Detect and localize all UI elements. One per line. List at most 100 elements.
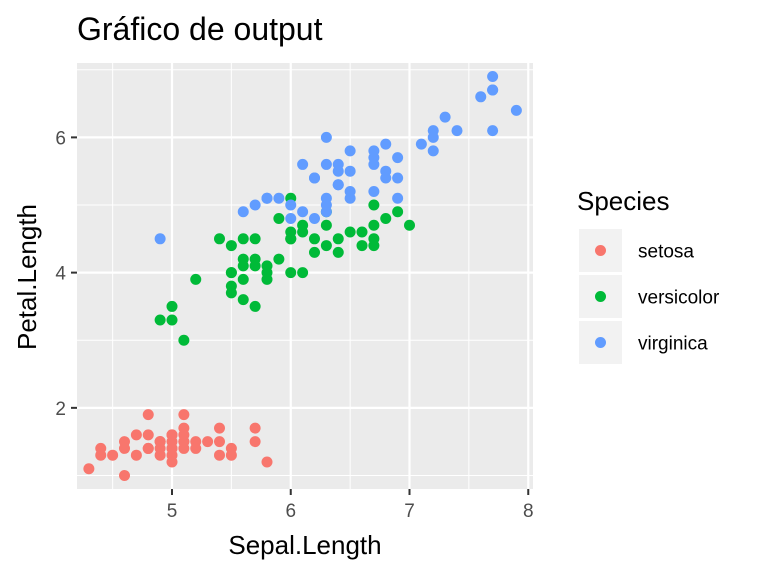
x-tick-label: 5 bbox=[167, 501, 178, 522]
y-tick-label: 2 bbox=[55, 399, 66, 420]
data-points bbox=[83, 71, 522, 481]
legend-marker bbox=[595, 245, 606, 256]
data-point-versicolor bbox=[249, 260, 261, 272]
data-point-setosa bbox=[249, 436, 261, 448]
data-point-versicolor bbox=[214, 233, 225, 245]
data-point-versicolor bbox=[285, 226, 297, 238]
data-point-virginica bbox=[368, 158, 380, 170]
x-tick-label: 8 bbox=[523, 501, 534, 522]
data-point-setosa bbox=[190, 442, 202, 454]
data-point-virginica bbox=[309, 172, 320, 184]
data-point-setosa bbox=[83, 463, 95, 475]
data-point-virginica bbox=[380, 138, 392, 150]
data-point-setosa bbox=[214, 449, 225, 461]
data-point-versicolor bbox=[332, 233, 344, 245]
data-point-setosa bbox=[214, 436, 225, 448]
data-point-virginica bbox=[154, 233, 166, 245]
data-point-versicolor bbox=[237, 233, 249, 245]
data-point-setosa bbox=[142, 429, 154, 441]
data-point-versicolor bbox=[309, 246, 320, 258]
data-point-setosa bbox=[249, 422, 261, 434]
data-point-virginica bbox=[427, 131, 439, 143]
data-point-virginica bbox=[297, 158, 309, 170]
data-point-virginica bbox=[487, 84, 499, 96]
x-axis-title: Sepal.Length bbox=[228, 530, 381, 560]
data-point-versicolor bbox=[237, 273, 249, 285]
data-point-setosa bbox=[119, 442, 130, 454]
data-point-versicolor bbox=[273, 253, 285, 265]
data-point-versicolor bbox=[356, 240, 368, 252]
x-axis-ticks: 5 6 7 8 bbox=[167, 489, 534, 522]
data-point-versicolor bbox=[380, 213, 392, 225]
data-point-virginica bbox=[380, 172, 392, 184]
data-point-virginica bbox=[320, 131, 332, 143]
data-point-versicolor bbox=[404, 219, 415, 231]
y-axis-ticks: 2 4 6 bbox=[55, 128, 77, 420]
data-point-versicolor bbox=[368, 199, 380, 211]
data-point-virginica bbox=[344, 185, 356, 197]
data-point-virginica bbox=[368, 185, 380, 197]
data-point-versicolor bbox=[297, 226, 309, 238]
data-point-versicolor bbox=[225, 287, 237, 299]
data-point-versicolor bbox=[237, 294, 249, 306]
data-point-versicolor bbox=[225, 267, 237, 279]
data-point-setosa bbox=[95, 442, 107, 454]
data-point-virginica bbox=[510, 104, 522, 116]
data-point-versicolor bbox=[225, 240, 237, 252]
data-point-versicolor bbox=[178, 334, 190, 346]
data-point-virginica bbox=[415, 138, 427, 150]
y-axis-title: Petal.Length bbox=[12, 204, 42, 350]
data-point-virginica bbox=[368, 145, 380, 157]
data-point-setosa bbox=[261, 456, 273, 468]
data-point-versicolor bbox=[297, 267, 309, 279]
data-point-versicolor bbox=[190, 273, 202, 285]
data-point-versicolor bbox=[154, 314, 166, 326]
data-point-virginica bbox=[332, 165, 344, 177]
legend-label-virginica: virginica bbox=[638, 334, 708, 355]
data-point-virginica bbox=[297, 206, 309, 218]
data-point-versicolor bbox=[237, 253, 249, 265]
data-point-setosa bbox=[202, 436, 214, 448]
data-point-versicolor bbox=[273, 213, 285, 225]
data-point-virginica bbox=[487, 125, 499, 137]
data-point-setosa bbox=[214, 422, 225, 434]
data-point-virginica bbox=[451, 125, 463, 137]
data-point-virginica bbox=[392, 152, 404, 164]
x-tick-label: 6 bbox=[285, 501, 296, 522]
data-point-virginica bbox=[392, 192, 404, 204]
data-point-virginica bbox=[237, 206, 249, 218]
data-point-virginica bbox=[392, 172, 404, 184]
data-point-virginica bbox=[344, 165, 356, 177]
data-point-virginica bbox=[439, 111, 451, 123]
legend-marker bbox=[595, 337, 606, 348]
legend-marker bbox=[595, 291, 606, 302]
data-point-versicolor bbox=[320, 219, 332, 231]
data-point-versicolor bbox=[285, 267, 297, 279]
data-point-versicolor bbox=[309, 233, 320, 245]
data-point-virginica bbox=[487, 71, 499, 83]
data-point-setosa bbox=[166, 442, 178, 454]
data-point-setosa bbox=[142, 442, 154, 454]
data-point-versicolor bbox=[166, 314, 178, 326]
data-point-setosa bbox=[107, 449, 119, 461]
data-point-setosa bbox=[178, 429, 190, 441]
y-tick-label: 4 bbox=[55, 264, 66, 285]
legend-title: Species bbox=[577, 186, 670, 216]
data-point-virginica bbox=[344, 145, 356, 157]
data-point-virginica bbox=[475, 91, 487, 103]
data-point-setosa bbox=[154, 449, 166, 461]
legend-label-versicolor: versicolor bbox=[638, 288, 720, 309]
data-point-versicolor bbox=[344, 226, 356, 238]
x-tick-label: 7 bbox=[404, 501, 415, 522]
data-point-virginica bbox=[249, 199, 261, 211]
data-point-setosa bbox=[130, 429, 142, 441]
data-point-setosa bbox=[154, 436, 166, 448]
data-point-versicolor bbox=[332, 246, 344, 258]
legend: setosa versicolor virginica bbox=[579, 229, 720, 364]
chart-title: Gráfico de output bbox=[77, 11, 323, 47]
data-point-setosa bbox=[119, 469, 130, 481]
legend-label-setosa: setosa bbox=[638, 242, 694, 263]
data-point-versicolor bbox=[166, 300, 178, 312]
data-point-setosa bbox=[166, 429, 178, 441]
